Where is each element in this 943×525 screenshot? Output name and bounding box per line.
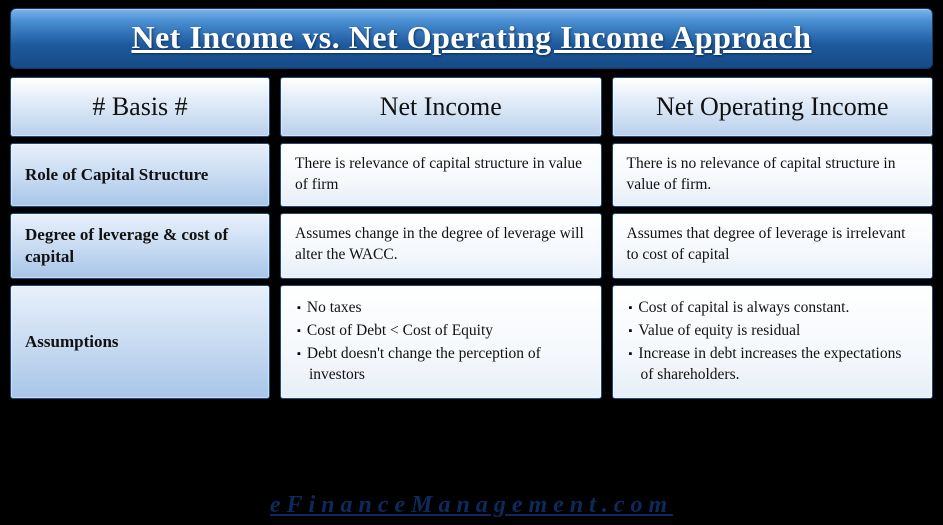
row2-basis: Degree of leverage & cost of capital (10, 213, 270, 279)
row2-col1: Assumes change in the degree of leverage… (280, 213, 602, 279)
list-item: Increase in debt increases the expectati… (629, 344, 919, 386)
row1-basis: Role of Capital Structure (10, 143, 270, 207)
list-item: Debt doesn't change the perception of in… (297, 344, 587, 386)
comparison-grid: # Basis # Net Income Net Operating Incom… (10, 77, 933, 399)
list-item: No taxes (297, 298, 587, 319)
header-basis: # Basis # (10, 77, 270, 137)
list-item: Cost of capital is always constant. (629, 298, 919, 319)
row3-col1-list: No taxes Cost of Debt < Cost of Equity D… (295, 298, 587, 386)
list-item: Cost of Debt < Cost of Equity (297, 321, 587, 342)
row1-col1: There is relevance of capital structure … (280, 143, 602, 207)
list-item: Value of equity is residual (629, 321, 919, 342)
page-title: Net Income vs. Net Operating Income Appr… (131, 19, 811, 55)
row3-basis: Assumptions (10, 285, 270, 399)
footer-credit: eFinanceManagement.com (0, 492, 943, 519)
header-net-income: Net Income (280, 77, 602, 137)
row3-col2-list: Cost of capital is always constant. Valu… (627, 298, 919, 386)
row2-col2: Assumes that degree of leverage is irrel… (612, 213, 934, 279)
infographic-container: Net Income vs. Net Operating Income Appr… (0, 0, 943, 525)
title-bar: Net Income vs. Net Operating Income Appr… (10, 8, 933, 69)
row3-col2: Cost of capital is always constant. Valu… (612, 285, 934, 399)
header-net-operating-income: Net Operating Income (612, 77, 934, 137)
row3-col1: No taxes Cost of Debt < Cost of Equity D… (280, 285, 602, 399)
row1-col2: There is no relevance of capital structu… (612, 143, 934, 207)
